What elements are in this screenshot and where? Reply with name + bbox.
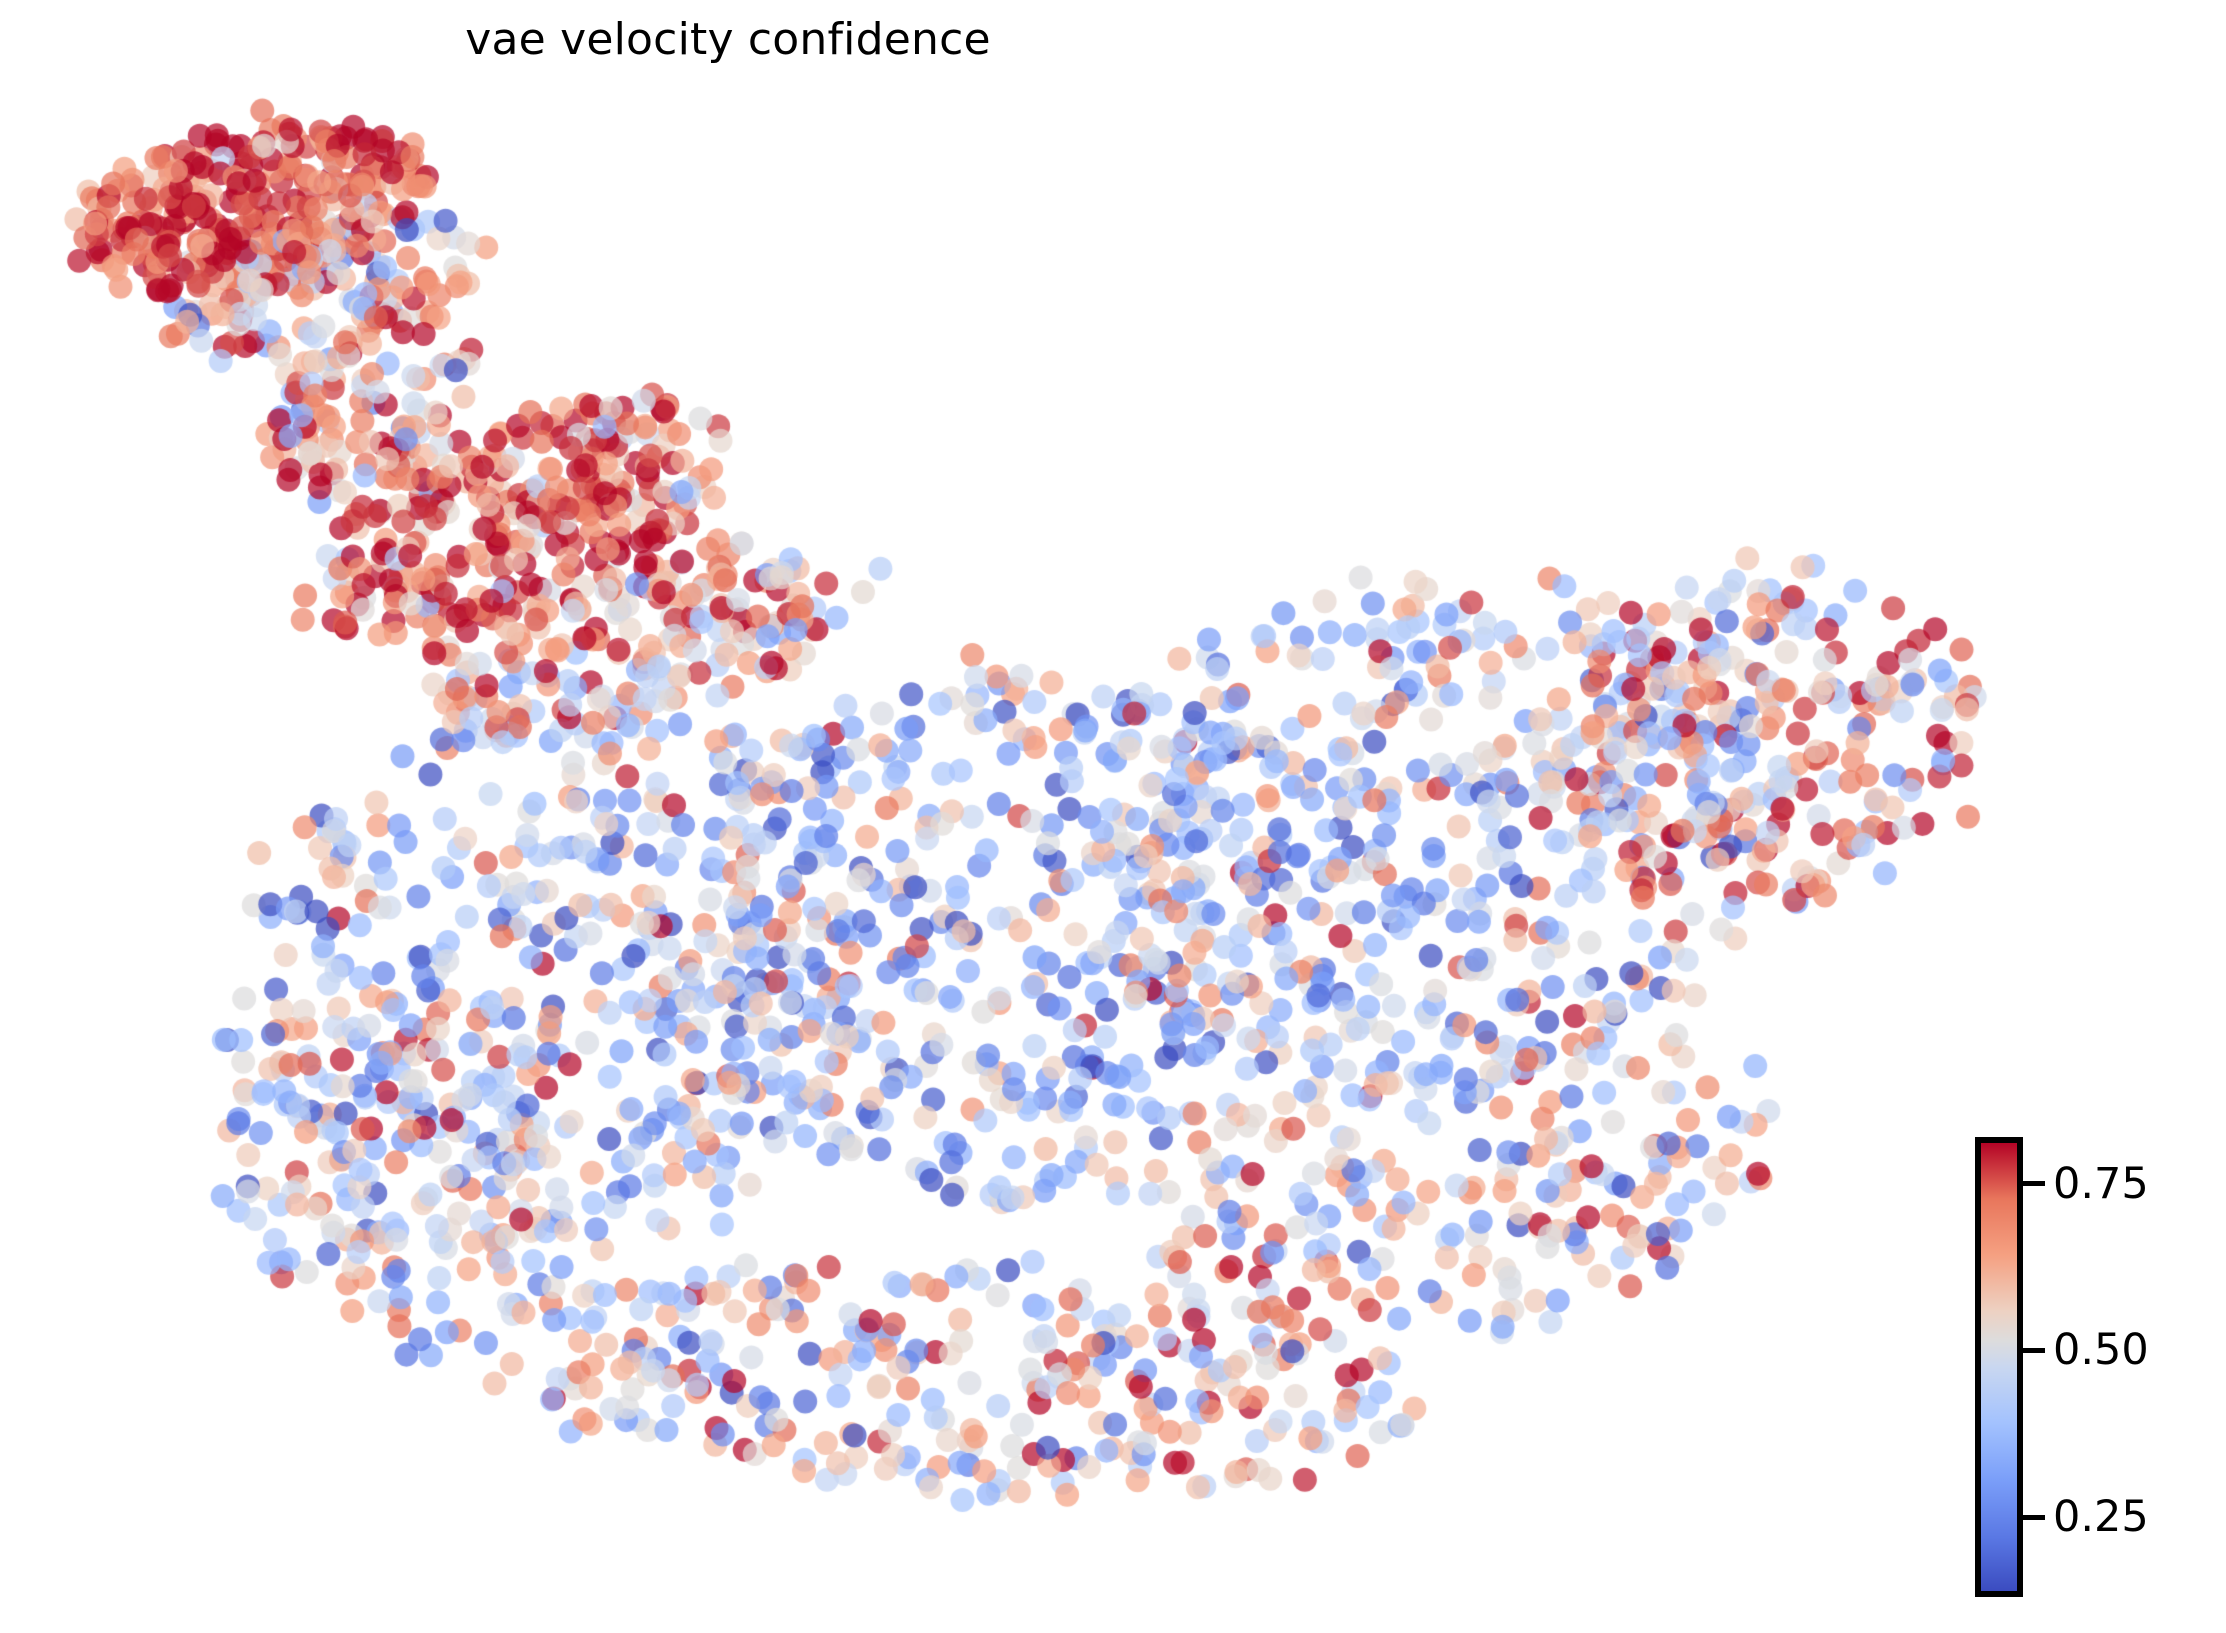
colorbar[interactable]: 0.75 0.50 0.25 [1975,1137,2225,1599]
colorbar-tick-mark-2 [2023,1514,2045,1520]
colorbar-tick-label-1: 0.50 [2053,1325,2149,1376]
colorbar-tick-label-2: 0.25 [2053,1492,2149,1542]
colorbar-gradient [1981,1143,2017,1591]
colorbar-tick-label-0: 0.75 [2053,1158,2149,1209]
colorbar-tick-mark-1 [2023,1347,2045,1353]
colorbar-bar[interactable] [1975,1137,2023,1597]
colorbar-tick-mark-0 [2023,1181,2045,1187]
